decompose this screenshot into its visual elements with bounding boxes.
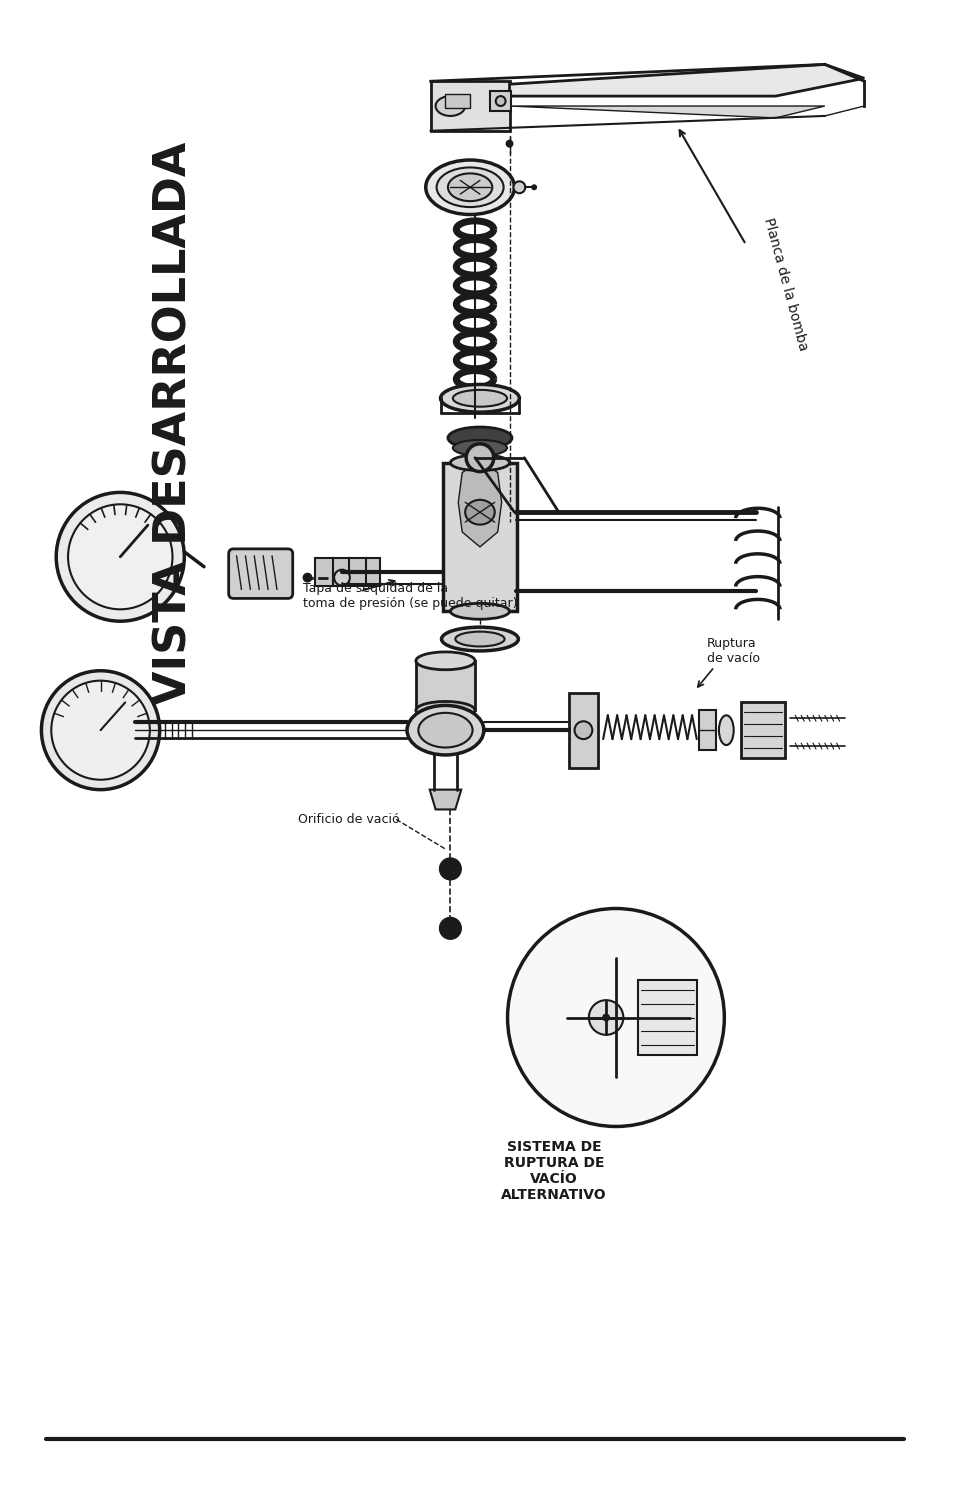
Circle shape [334,570,350,585]
Circle shape [505,140,513,147]
Ellipse shape [719,716,733,746]
Ellipse shape [416,652,475,669]
Text: Ruptura
de vacío: Ruptura de vacío [706,638,759,664]
Ellipse shape [453,390,507,406]
Ellipse shape [425,160,514,214]
Ellipse shape [436,168,503,207]
Ellipse shape [453,440,507,456]
Circle shape [601,1014,609,1022]
Bar [740,702,784,758]
Circle shape [466,444,494,471]
Circle shape [496,96,505,106]
Text: Planca de la bomba: Planca de la bomba [760,216,809,352]
Circle shape [507,909,723,1126]
Polygon shape [439,858,460,880]
Ellipse shape [440,384,518,412]
Polygon shape [509,64,863,96]
Polygon shape [429,789,460,810]
Bar [315,558,333,585]
Ellipse shape [465,500,495,525]
Circle shape [513,182,525,194]
Polygon shape [457,460,501,548]
Ellipse shape [407,705,483,754]
Polygon shape [439,918,460,939]
Ellipse shape [448,174,492,201]
Ellipse shape [588,1000,622,1035]
Text: Tapa de sequidad de la
toma de presión (se puede quitar): Tapa de sequidad de la toma de presión (… [302,582,517,610]
Circle shape [68,504,172,609]
Text: Orificio de vació: Orificio de vació [297,813,399,826]
Bar [430,81,509,130]
Bar [568,693,598,768]
Polygon shape [509,106,824,118]
Bar [698,711,716,750]
Ellipse shape [455,632,504,646]
Circle shape [41,670,159,789]
Bar [348,558,365,585]
Ellipse shape [436,96,465,116]
Circle shape [51,681,150,780]
Ellipse shape [418,712,472,747]
Bar [416,662,475,711]
Ellipse shape [450,603,509,619]
Ellipse shape [574,722,592,740]
Ellipse shape [416,702,475,720]
Bar [331,558,349,585]
Ellipse shape [448,427,512,448]
Ellipse shape [441,627,517,651]
Bar [443,462,517,612]
Text: SISTEMA DE
RUPTURA DE
VACÍO
ALTERNATIVO: SISTEMA DE RUPTURA DE VACÍO ALTERNATIVO [500,1140,606,1203]
Bar [637,980,696,1054]
Ellipse shape [450,454,509,471]
Bar [445,94,470,108]
Bar [362,558,380,585]
Circle shape [56,492,184,621]
FancyBboxPatch shape [229,549,293,598]
Circle shape [531,184,537,190]
Bar [489,92,511,111]
Circle shape [302,573,312,582]
Text: VISTA DESARROLLADA: VISTA DESARROLLADA [152,141,195,705]
